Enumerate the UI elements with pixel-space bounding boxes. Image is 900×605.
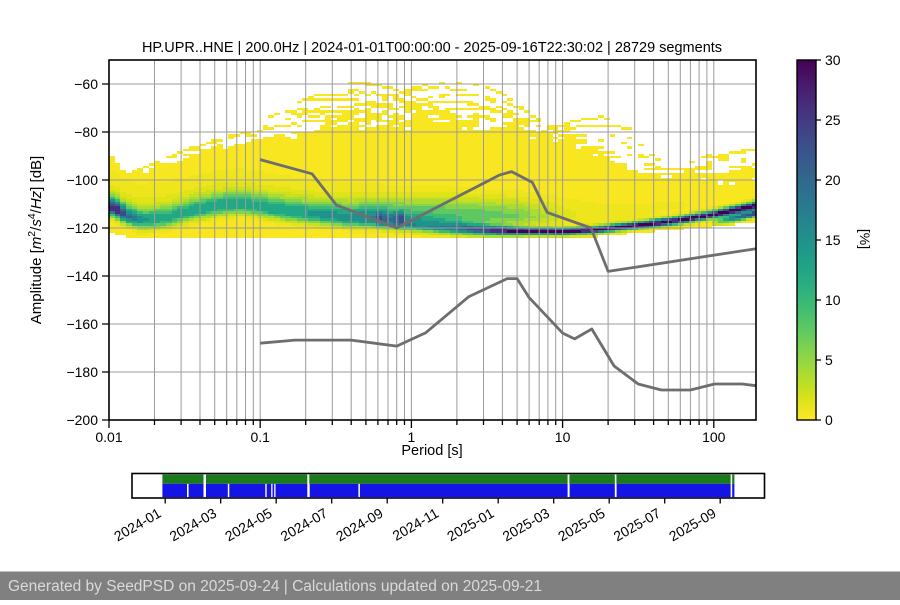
svg-text:−140: −140 [66,268,98,284]
svg-text:HP.UPR..HNE | 200.0Hz | 2024-0: HP.UPR..HNE | 200.0Hz | 2024-01-01T00:00… [142,40,722,56]
svg-text:30: 30 [825,52,841,68]
svg-text:−120: −120 [66,220,98,236]
svg-text:0.01: 0.01 [95,429,122,445]
svg-text:10: 10 [555,429,571,445]
svg-text:Generated by SeedPSD on 2025-0: Generated by SeedPSD on 2025-09-24 | Cal… [8,578,542,595]
svg-text:15: 15 [825,232,841,248]
svg-text:−160: −160 [66,316,98,332]
svg-text:−180: −180 [66,364,98,380]
svg-text:25: 25 [825,112,841,128]
svg-text:0: 0 [825,412,833,428]
svg-text:−60: −60 [74,76,98,92]
svg-text:0.1: 0.1 [250,429,270,445]
svg-text:10: 10 [825,292,841,308]
svg-text:−100: −100 [66,172,98,188]
svg-text:100: 100 [702,429,726,445]
svg-text:Period [s]: Period [s] [401,443,462,459]
svg-text:20: 20 [825,172,841,188]
svg-text:5: 5 [825,352,833,368]
svg-text:−200: −200 [66,412,98,428]
svg-text:Amplitude [m2/s4/Hz] [dB]: Amplitude [m2/s4/Hz] [dB] [26,156,45,324]
svg-text:1: 1 [408,429,416,445]
svg-text:[%]: [%] [857,229,873,249]
svg-text:−80: −80 [74,124,98,140]
